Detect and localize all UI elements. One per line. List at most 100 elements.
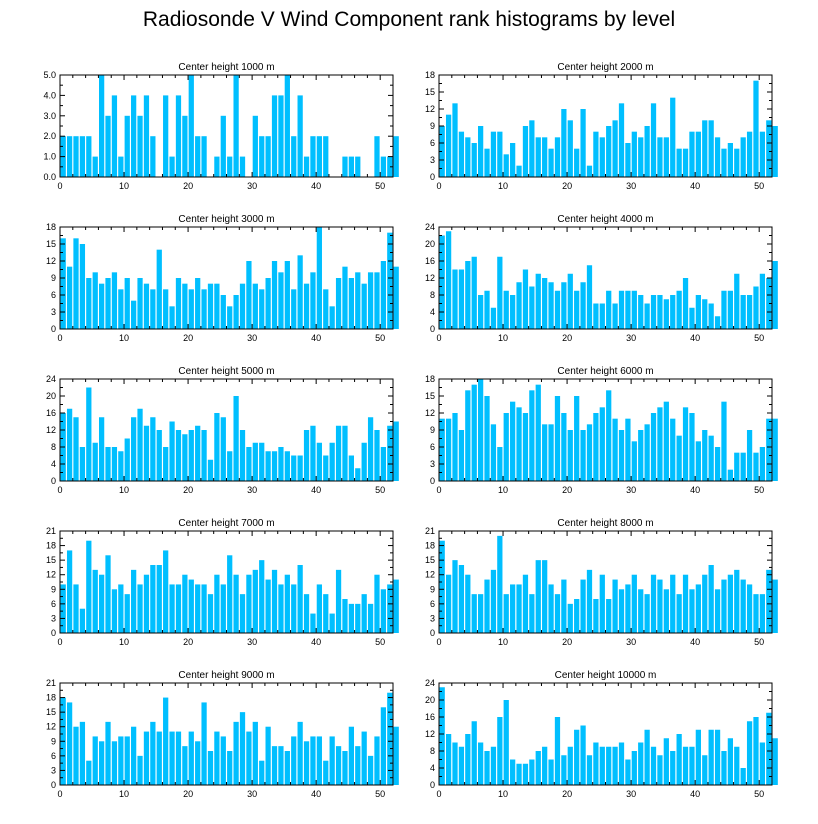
histogram-bar: [638, 589, 644, 633]
histogram-bar: [246, 574, 252, 633]
histogram-bar: [271, 95, 278, 177]
y-tick-label: 0: [51, 628, 56, 638]
histogram-bar: [118, 736, 124, 785]
histogram-bar: [612, 418, 618, 481]
histogram-bar: [638, 295, 644, 329]
x-tick-label: 40: [311, 789, 321, 799]
histogram-bar: [516, 165, 522, 177]
histogram-bar: [182, 115, 188, 177]
histogram-bar: [265, 136, 271, 177]
histogram-bar: [554, 396, 561, 481]
x-tick-label: 50: [754, 181, 764, 191]
histogram-bar: [188, 430, 194, 481]
histogram-bar: [759, 447, 766, 481]
histogram-bar: [342, 751, 348, 785]
histogram-bar: [561, 579, 567, 633]
histogram-bar: [323, 289, 329, 329]
histogram-bar: [111, 447, 118, 481]
histogram-bar: [554, 137, 561, 177]
histogram-panel: Center height 2000 m 0 10 20 30 40 50 0 3 6 9 12 15 1…: [425, 62, 778, 191]
histogram-bar: [593, 413, 599, 481]
histogram-bar: [195, 278, 201, 329]
histogram-bar: [618, 103, 625, 177]
histogram-bar: [561, 755, 567, 785]
histogram-bar: [574, 148, 580, 177]
histogram-bar: [503, 290, 509, 329]
histogram-bar: [753, 80, 759, 177]
x-tick-label: 10: [498, 485, 508, 495]
histogram-bar: [227, 751, 233, 785]
histogram-bar: [542, 278, 548, 329]
histogram-bar: [86, 760, 92, 785]
y-tick-label: 0: [430, 172, 435, 182]
y-tick-label: 18: [46, 222, 56, 232]
x-tick-label: 0: [436, 485, 441, 495]
histogram-bar: [682, 407, 689, 481]
histogram-bar: [510, 584, 516, 633]
histogram-bar: [239, 283, 246, 329]
histogram-bar: [105, 447, 111, 481]
histogram-bar: [714, 589, 721, 633]
y-tick-label: 0.0: [43, 172, 56, 182]
histogram-bar: [599, 407, 605, 481]
y-tick-label: 9: [51, 273, 56, 283]
y-tick-label: 12: [46, 570, 56, 580]
histogram-bar: [79, 447, 86, 481]
x-tick-label: 10: [119, 485, 129, 495]
histogram-bar: [175, 278, 182, 329]
histogram-bar: [233, 295, 239, 329]
histogram-bar: [79, 244, 86, 329]
histogram-bar: [233, 721, 239, 785]
histogram-bar: [548, 759, 554, 785]
histogram-bar: [374, 272, 380, 329]
histogram-bar: [124, 115, 130, 177]
histogram-bar: [554, 717, 561, 785]
histogram-panel: Center height 10000 m 0 10 20 30 40 50 0 4 8 12 16 2…: [425, 670, 778, 799]
histogram-bar: [246, 261, 252, 329]
histogram-bar: [278, 272, 284, 329]
histogram-bar: [73, 136, 79, 177]
histogram-bar: [105, 721, 111, 785]
histogram-bar: [207, 459, 214, 481]
histogram-bar: [593, 131, 599, 177]
panel-title: Center height 7000 m: [178, 518, 274, 529]
x-tick-label: 50: [375, 181, 385, 191]
x-tick-label: 0: [436, 181, 441, 191]
histogram-bar: [182, 746, 188, 785]
histogram-bar: [380, 589, 387, 633]
histogram-bar: [561, 109, 567, 177]
histogram-bar: [478, 742, 484, 785]
histogram-bar: [355, 272, 361, 329]
x-tick-label: 50: [375, 789, 385, 799]
histogram-bar: [131, 300, 137, 329]
histogram-bar: [670, 574, 676, 633]
x-tick-label: 0: [57, 333, 62, 343]
histogram-bar: [259, 442, 265, 481]
histogram-bar: [374, 430, 380, 481]
histogram-bar: [361, 731, 367, 785]
histogram-bar: [766, 120, 772, 177]
histogram-bar: [220, 736, 226, 785]
histogram-bar: [734, 569, 740, 633]
histogram-bar: [465, 734, 471, 785]
histogram-bar: [702, 120, 708, 177]
histogram-bar: [79, 721, 86, 785]
y-tick-label: 0: [430, 628, 435, 638]
y-tick-label: 3: [51, 765, 56, 775]
y-tick-label: 16: [425, 256, 435, 266]
histogram-bar: [297, 455, 303, 481]
histogram-bar: [252, 283, 258, 329]
y-tick-label: 15: [46, 239, 56, 249]
histogram-bar: [606, 290, 612, 329]
histogram-bar: [316, 227, 322, 329]
histogram-bar: [303, 156, 310, 177]
x-tick-label: 50: [375, 637, 385, 647]
histogram-bar: [175, 95, 182, 177]
x-tick-label: 20: [183, 485, 193, 495]
y-tick-label: 21: [425, 526, 435, 536]
y-tick-label: 6: [430, 599, 435, 609]
histogram-bar: [497, 256, 503, 329]
histogram-bar: [689, 746, 695, 785]
y-tick-label: 6: [430, 442, 435, 452]
histogram-bar: [727, 469, 733, 481]
